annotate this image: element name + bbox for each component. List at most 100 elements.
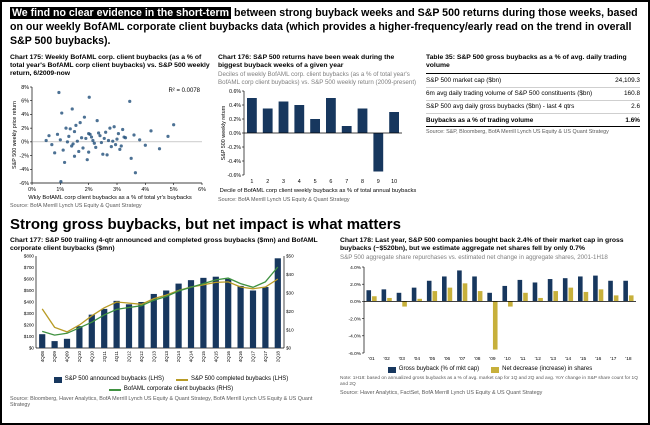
svg-text:S&P 500 weekly return: S&P 500 weekly return	[221, 106, 227, 161]
svg-text:2.0%: 2.0%	[350, 282, 362, 288]
svg-text:'14: '14	[565, 356, 572, 362]
svg-text:4Q16: 4Q16	[238, 351, 243, 363]
chart177-panel: Chart 177: S&P 500 trailing 4-qtr announ…	[10, 237, 332, 409]
svg-text:-4%: -4%	[19, 167, 29, 173]
legend-label: Gross buyback (% of mkt cap)	[398, 366, 480, 373]
svg-text:'04: '04	[414, 356, 421, 362]
svg-text:0.6%: 0.6%	[229, 89, 241, 95]
svg-text:$0: $0	[29, 346, 35, 351]
svg-text:8%: 8%	[21, 85, 29, 91]
svg-text:2Q14: 2Q14	[176, 351, 181, 363]
svg-text:'18: '18	[625, 356, 632, 362]
svg-text:'09: '09	[489, 356, 496, 362]
svg-text:$0: $0	[286, 346, 292, 351]
svg-text:0%: 0%	[28, 187, 36, 193]
chart176-plot: 0.6% 0.4% 0.2% 0.0% -0.2% -0.4% -0.6% 1 2 3 4 5 6 7 8 9…	[221, 89, 402, 185]
chart177-legend: S&P 500 announced buybacks (LHS) S&P 500…	[10, 376, 332, 394]
svg-text:8: 8	[361, 179, 364, 185]
chart177-plot: $0 $100 $200 $300 $400 $500 $600 $700 $800 $0 $10 $…	[24, 254, 294, 363]
svg-text:2Q13: 2Q13	[151, 351, 156, 363]
svg-text:-2.0%: -2.0%	[348, 317, 361, 323]
svg-text:$50: $50	[286, 254, 294, 259]
svg-text:'01: '01	[368, 356, 375, 362]
svg-text:2Q18: 2Q18	[275, 351, 280, 363]
svg-text:2: 2	[266, 179, 269, 185]
chart177-source: Source: Bloomberg, Haver Analytics, BofA…	[10, 395, 313, 408]
svg-text:-0.4%: -0.4%	[227, 159, 241, 165]
svg-text:$10: $10	[286, 327, 294, 332]
svg-text:4Q13: 4Q13	[164, 351, 169, 363]
green-line-swatch-icon	[108, 388, 121, 391]
svg-text:2Q12: 2Q12	[127, 351, 132, 363]
svg-text:-6%: -6%	[19, 181, 29, 187]
svg-text:'03: '03	[399, 356, 406, 362]
svg-text:2Q09: 2Q09	[52, 351, 57, 363]
svg-text:$400: $400	[24, 300, 35, 305]
chart178-legend: Gross buyback (% of mkt cap) Net decreas…	[340, 366, 640, 374]
bottom-row: Chart 177: S&P 500 trailing 4-qtr announ…	[2, 234, 648, 409]
svg-text:6: 6	[329, 179, 332, 185]
svg-text:2Q15: 2Q15	[201, 351, 206, 363]
svg-text:'10: '10	[504, 356, 511, 362]
chart177-title: Chart 177: S&P 500 trailing 4-qtr announ…	[10, 236, 318, 252]
table-cell-value: 160.8	[594, 87, 640, 101]
chart176-xlabel: Decile of BofAML corp client weekly buyb…	[219, 188, 417, 195]
chart175-title: Chart 175: Weekly BofAML corp. client bu…	[10, 53, 210, 78]
svg-text:9: 9	[377, 179, 380, 185]
headline-rest: between strong buyback weeks and S&P 500…	[10, 7, 638, 47]
svg-text:6%: 6%	[198, 187, 206, 193]
chart178-title: Chart 178: Last year, S&P 500 companies …	[340, 236, 624, 252]
svg-text:1%: 1%	[56, 187, 64, 193]
svg-text:'07: '07	[459, 356, 466, 362]
chart178-plot: 4.0% 2.0% 0.0% -2.0% -4.0% -6.0% '01 '02 '03 '04 '…	[348, 265, 636, 362]
svg-text:4Q10: 4Q10	[89, 351, 94, 363]
table-cell-value: 24,109.3	[594, 73, 640, 88]
svg-text:'11: '11	[520, 356, 526, 362]
svg-text:5: 5	[314, 179, 317, 185]
legend-label: S&P 500 completed buybacks (LHS)	[191, 376, 289, 383]
svg-text:'05: '05	[429, 356, 436, 362]
svg-text:S&P 500 weekly price return: S&P 500 weekly price return	[12, 101, 18, 169]
chart178-subtitle: S&P 500 aggregate share repurchases vs. …	[340, 254, 608, 262]
svg-text:2Q11: 2Q11	[102, 351, 107, 362]
chart178-panel: Chart 178: Last year, S&P 500 companies …	[340, 237, 640, 409]
svg-text:$700: $700	[24, 265, 35, 270]
svg-text:$500: $500	[24, 288, 35, 293]
table-row: S&P 500 avg daily gross buybacks ($bn) -…	[426, 100, 640, 115]
svg-text:1: 1	[250, 179, 253, 185]
gold-bar-swatch-icon	[491, 367, 500, 374]
svg-text:'13: '13	[550, 356, 557, 362]
legend-item-gross: Gross buyback (% of mkt cap)	[387, 366, 480, 374]
svg-text:0.4%: 0.4%	[229, 103, 241, 109]
headline: We find no clear evidence in the short-t…	[2, 2, 648, 51]
svg-text:2%: 2%	[85, 187, 93, 193]
svg-text:$30: $30	[286, 291, 294, 296]
svg-text:4Q08: 4Q08	[40, 351, 45, 363]
svg-text:'02: '02	[384, 356, 391, 362]
svg-text:-0.2%: -0.2%	[227, 145, 241, 151]
table-cell-label: Buybacks as a % of trading volume	[426, 113, 594, 128]
navy-bar-swatch-icon	[53, 377, 62, 384]
table-row-total: Buybacks as a % of trading volume 1.6%	[426, 113, 640, 128]
svg-text:'17: '17	[610, 356, 617, 362]
svg-text:7: 7	[345, 179, 348, 185]
chart176-title: Chart 176: S&P 500 returns have been wea…	[218, 53, 395, 70]
svg-text:'06: '06	[444, 356, 451, 362]
legend-item-net: Net decrease (increase) in shares	[491, 366, 592, 374]
svg-text:'08: '08	[474, 356, 481, 362]
chart175-plot: 8%6%4%2%0%-2%-4%-6%0% 1% 2% 3% 4% 5% 6%R² = 0.…	[12, 85, 206, 193]
section-title: Strong gross buybacks, but net impact is…	[10, 215, 401, 233]
table35-title: Table 35: S&P 500 gross buybacks as a % …	[426, 53, 627, 70]
svg-text:4Q14: 4Q14	[189, 351, 194, 363]
svg-text:6%: 6%	[21, 98, 29, 104]
svg-text:$800: $800	[24, 254, 35, 259]
svg-text:2%: 2%	[21, 126, 29, 132]
svg-text:4Q11: 4Q11	[114, 351, 119, 362]
svg-text:$300: $300	[24, 311, 35, 316]
gold-line-swatch-icon	[176, 379, 188, 382]
navy-bar-swatch-icon	[387, 367, 396, 374]
svg-text:0.2%: 0.2%	[229, 117, 241, 123]
table-cell-label: 6m avg daily trading volume of S&P 500 c…	[426, 87, 594, 101]
svg-text:-0.6%: -0.6%	[227, 173, 241, 179]
